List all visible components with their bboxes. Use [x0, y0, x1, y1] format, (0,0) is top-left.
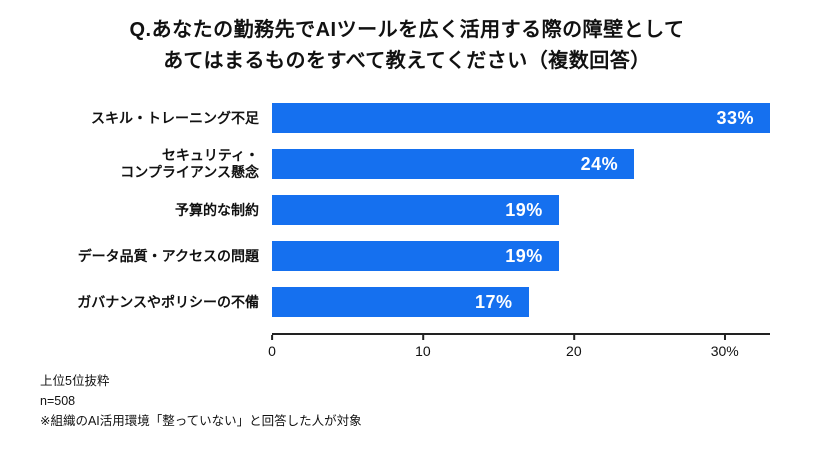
chart-footnotes: 上位5位抜粋 n=508 ※組織のAI活用環境「整っていない」と回答した人が対象 — [40, 371, 814, 431]
category-label: データ品質・アクセスの問題 — [77, 247, 259, 264]
x-axis-tick: 0 — [268, 335, 276, 359]
x-axis: 0 10 20 30% — [0, 333, 814, 367]
bar-track: 33% — [272, 103, 770, 133]
chart-title-line1: Q.あなたの勤務先でAIツールを広く活用する際の障壁として — [129, 19, 685, 41]
footnote-condition: ※組織のAI活用環境「整っていない」と回答した人が対象 — [40, 414, 362, 428]
chart-title: Q.あなたの勤務先でAIツールを広く活用する際の障壁として あてはまるものをすべ… — [0, 0, 814, 77]
bar-row: ガバナンスやポリシーの不備 17% — [0, 287, 770, 317]
bar-row: データ品質・アクセスの問題 19% — [0, 241, 770, 271]
x-axis-tick-mark — [421, 335, 424, 340]
bar-row: セキュリティ・ コンプライアンス懸念 24% — [0, 147, 770, 180]
x-axis-tick-mark — [723, 335, 726, 340]
bar-track: 24% — [272, 149, 770, 179]
bar-value-label: 19% — [505, 199, 543, 220]
category-label: 予算的な制約 — [175, 201, 259, 218]
x-axis-tick-label: 0 — [268, 343, 276, 359]
x-axis-tick: 30% — [711, 335, 739, 359]
x-axis-tick-label: 10 — [415, 343, 431, 359]
bar-row: 予算的な制約 19% — [0, 195, 770, 225]
bar: 19% — [272, 195, 559, 225]
bar-chart-plot-area: スキル・トレーニング不足 33% セキュリティ・ コンプライアンス懸念 24% 予算的な… — [0, 103, 814, 317]
x-axis-tick: 10 — [415, 335, 431, 359]
category-label: セキュリティ・ コンプライアンス懸念 — [120, 147, 259, 180]
bar: 19% — [272, 241, 559, 271]
bar-value-label: 19% — [505, 245, 543, 266]
category-label: ガバナンスやポリシーの不備 — [77, 293, 259, 310]
bar-value-label: 24% — [580, 153, 619, 174]
bar-track: 19% — [272, 195, 770, 225]
category-label: スキル・トレーニング不足 — [91, 109, 259, 126]
x-axis-tick: 20 — [566, 335, 582, 359]
x-axis-tick-label: 30% — [710, 343, 739, 359]
bar: 33% — [272, 103, 770, 133]
footnote-top5: 上位5位抜粋 — [40, 374, 110, 388]
chart-title-line2: あてはまるものをすべて教えてください（複数回答） — [163, 50, 651, 72]
x-axis-spacer — [0, 333, 272, 367]
bar-track: 19% — [272, 241, 770, 271]
x-axis-tick-mark — [572, 335, 575, 340]
bar-value-label: 17% — [475, 291, 513, 312]
bar: 17% — [272, 287, 529, 317]
x-axis-line: 0 10 20 30% — [268, 333, 770, 367]
bar-row: スキル・トレーニング不足 33% — [0, 103, 770, 133]
bar-track: 17% — [272, 287, 770, 317]
bar-value-label: 33% — [716, 107, 754, 128]
x-axis-tick-mark — [270, 335, 273, 340]
footnote-sample-size: n=508 — [40, 394, 76, 408]
bar: 24% — [272, 149, 635, 179]
x-axis-tick-label: 20 — [566, 343, 582, 359]
